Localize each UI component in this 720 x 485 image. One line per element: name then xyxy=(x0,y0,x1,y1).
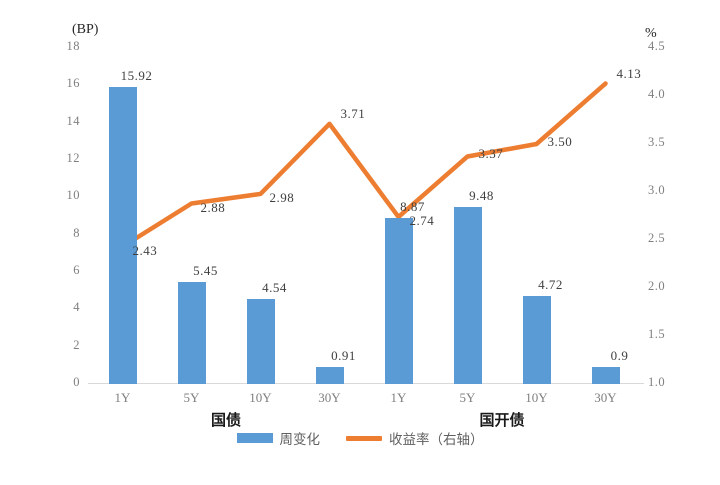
x-axis-category-label: 30Y xyxy=(318,390,341,405)
bar[interactable] xyxy=(108,86,137,384)
line-value-label: 3.50 xyxy=(547,134,573,149)
line-value-label: 2.88 xyxy=(200,199,226,215)
right-axis-unit-label: % xyxy=(645,26,657,41)
left-axis: 18 16 14 12 10 8 6 4 2 0 xyxy=(46,0,80,485)
line-value-label: 3.71 xyxy=(340,105,366,121)
x-axis-category-label: 5Y xyxy=(459,390,476,405)
bar-value-label: 15.92 xyxy=(120,67,153,83)
right-axis-tick: 3.0 xyxy=(648,183,666,197)
bar-value-label: 9.48 xyxy=(469,188,494,204)
bar-value-label: 5.45 xyxy=(193,263,218,279)
left-axis-tick: 0 xyxy=(73,375,80,389)
bar[interactable] xyxy=(591,367,620,384)
bar[interactable] xyxy=(522,295,551,384)
bar-value-label: 0.91 xyxy=(331,348,356,363)
x-axis-baseline xyxy=(88,383,644,384)
right-axis-tick: 4.5 xyxy=(648,39,666,53)
right-axis-tick: 3.5 xyxy=(648,135,666,149)
left-axis-tick: 2 xyxy=(73,337,80,352)
bar-value-label: 8.87 xyxy=(400,199,425,215)
legend-line-swatch-icon xyxy=(346,435,382,441)
x-axis-category-label: 10Y xyxy=(249,390,272,405)
left-axis-tick: 16 xyxy=(66,76,80,91)
legend-label: 收益率（右轴） xyxy=(389,432,484,448)
bar[interactable] xyxy=(246,299,275,384)
right-axis-tick: 1.5 xyxy=(648,327,666,341)
x-axis-group-label: 国开债 xyxy=(479,411,525,429)
bar-value-label: 4.54 xyxy=(262,280,287,296)
right-axis-tick: 1.0 xyxy=(648,375,666,389)
left-axis-tick: 18 xyxy=(66,39,80,53)
right-axis: 4.5 4.0 3.5 3.0 2.5 2.0 1.5 1.0 xyxy=(648,0,682,485)
line-value-label: 2.98 xyxy=(269,189,295,205)
bar-value-label: 0.9 xyxy=(610,348,629,364)
right-axis-tick: 4.0 xyxy=(648,87,666,101)
legend-bar-swatch-icon xyxy=(236,433,273,443)
line-value-label: 2.74 xyxy=(409,212,435,228)
x-axis-category-label: 5Y xyxy=(183,390,200,405)
legend-item[interactable]: 周变化 xyxy=(236,428,321,448)
line-value-label: 3.37 xyxy=(478,146,504,162)
left-axis-tick: 8 xyxy=(73,225,80,240)
x-axis-category-label: 1Y xyxy=(114,390,131,405)
left-axis-unit-label: (BP) xyxy=(72,22,99,37)
left-axis-tick: 4 xyxy=(73,300,80,315)
left-axis-tick: 14 xyxy=(66,113,80,128)
chart-legend: 周变化 收益率（右轴） xyxy=(0,428,720,448)
yield-line-series xyxy=(120,81,608,249)
x-axis-category-label: 1Y xyxy=(390,390,407,405)
x-axis-category-label: 30Y xyxy=(594,390,617,405)
legend-item[interactable]: 收益率（右轴） xyxy=(346,428,484,448)
bar-value-label: 4.72 xyxy=(538,276,563,292)
left-axis-tick: 12 xyxy=(66,151,80,165)
line-value-label: 2.43 xyxy=(132,242,158,258)
line-value-label: 4.13 xyxy=(616,65,642,81)
x-axis-group-label: 国债 xyxy=(210,411,241,429)
bar[interactable] xyxy=(177,282,206,384)
right-axis-tick: 2.0 xyxy=(648,279,666,293)
plot-area xyxy=(88,48,640,384)
right-axis-tick: 2.5 xyxy=(648,231,666,245)
left-axis-tick: 10 xyxy=(66,188,80,203)
bar[interactable] xyxy=(384,218,413,384)
bar[interactable] xyxy=(315,367,344,384)
bar[interactable] xyxy=(453,207,482,384)
x-axis-category-label: 10Y xyxy=(525,390,548,405)
legend-label: 周变化 xyxy=(279,432,321,448)
left-axis-tick: 6 xyxy=(73,263,80,277)
